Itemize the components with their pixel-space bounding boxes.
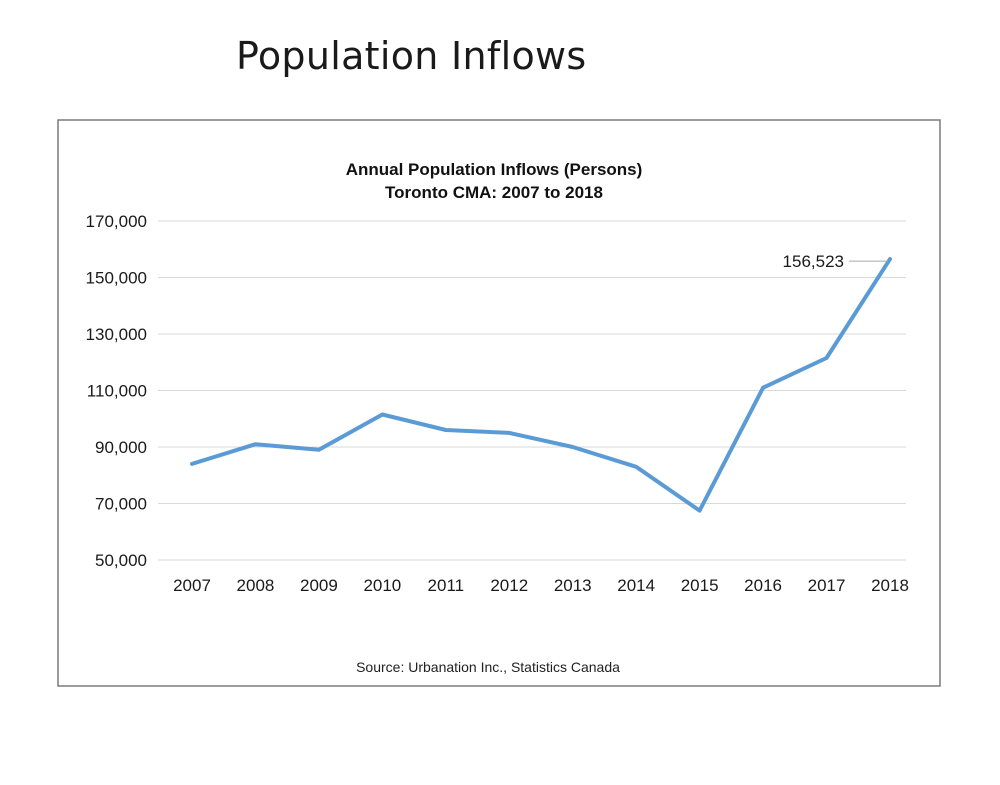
data-point: [572, 446, 574, 448]
x-tick-label: 2008: [237, 576, 275, 595]
x-tick-label: 2017: [808, 576, 846, 595]
chart-title: Annual Population Inflows (Persons): [346, 160, 643, 179]
page-title: Population Inflows: [236, 34, 587, 78]
y-tick-label: 150,000: [86, 269, 147, 288]
y-tick-label: 170,000: [86, 212, 147, 231]
series-line: [190, 257, 892, 513]
data-point: [699, 510, 701, 512]
y-tick-label: 70,000: [95, 495, 147, 514]
data-point: [826, 357, 828, 359]
chart-subtitle: Toronto CMA: 2007 to 2018: [385, 183, 603, 202]
data-point: [191, 463, 193, 465]
data-point: [254, 443, 256, 445]
data-point: [889, 258, 891, 260]
source-note: Source: Urbanation Inc., Statistics Cana…: [356, 659, 620, 675]
y-tick-label: 50,000: [95, 551, 147, 570]
x-tick-label: 2015: [681, 576, 719, 595]
x-tick-label: 2011: [428, 576, 465, 595]
y-tick-label: 130,000: [86, 325, 147, 344]
data-point: [445, 429, 447, 431]
x-tick-label: 2014: [617, 576, 655, 595]
y-axis-ticks: 50,000 70,000 90,000 110,000 130,000 150,000 1…: [86, 212, 147, 570]
chart-frame: [57, 119, 941, 687]
data-label: 156,523: [783, 252, 844, 271]
data-point: [508, 432, 510, 434]
data-point: [381, 414, 383, 416]
x-tick-label: 2012: [490, 576, 528, 595]
x-tick-label: 2009: [300, 576, 338, 595]
x-axis-ticks: 2007 2008 2009 2010 2011 2012 2013 2014 2015 2016…: [173, 576, 909, 595]
annotation-layer: 156,523: [783, 252, 888, 271]
x-tick-label: 2013: [554, 576, 592, 595]
data-point: [318, 449, 320, 451]
series-layer: [190, 257, 892, 513]
x-tick-label: 2010: [363, 576, 401, 595]
data-point: [635, 466, 637, 468]
x-tick-label: 2016: [744, 576, 782, 595]
y-tick-label: 110,000: [87, 382, 147, 401]
x-tick-label: 2018: [871, 576, 909, 595]
data-point: [762, 387, 764, 389]
x-tick-label: 2007: [173, 576, 211, 595]
y-tick-label: 90,000: [95, 438, 147, 457]
